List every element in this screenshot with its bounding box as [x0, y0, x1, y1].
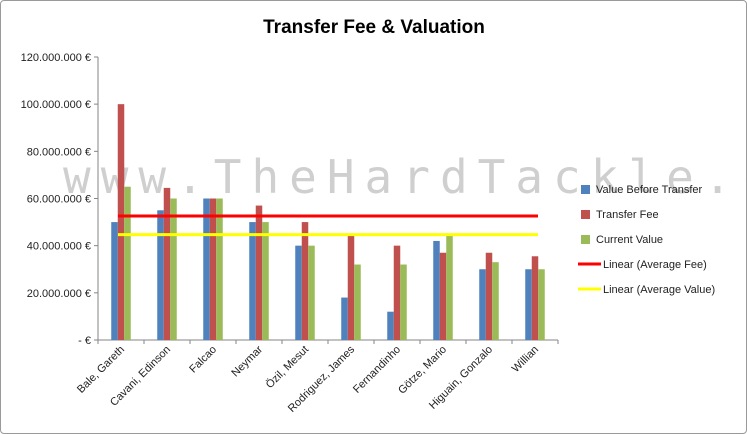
legend-swatch — [581, 235, 590, 244]
bar — [531, 256, 539, 340]
bar — [538, 269, 545, 340]
reference-lines-group — [118, 214, 538, 237]
bar — [354, 264, 361, 340]
legend-swatch — [581, 185, 590, 194]
y-tick-label: 120.000.000 € — [21, 52, 91, 64]
bar — [295, 245, 302, 340]
bar — [347, 233, 355, 340]
bar — [400, 264, 407, 340]
chart-title: Transfer Fee & Valuation — [263, 17, 485, 38]
bar — [209, 198, 217, 340]
bar — [479, 269, 486, 340]
bar — [301, 222, 309, 340]
y-axis-ticks: - € 20.000.000 € 40.000.000 € 60.000.000 € 8… — [21, 52, 98, 347]
y-tick-label: 80.000.000 € — [27, 146, 91, 158]
category-label: Özil, Mesut — [264, 344, 311, 391]
bar — [492, 262, 499, 340]
bar — [170, 198, 177, 340]
y-tick-label: 60.000.000 € — [27, 194, 91, 206]
bar — [124, 186, 131, 340]
bar — [249, 222, 256, 340]
bar — [393, 245, 401, 340]
bar — [308, 245, 315, 340]
bar — [216, 198, 223, 340]
bar — [485, 252, 493, 340]
bar — [433, 240, 440, 340]
bar-series-group — [111, 104, 545, 341]
category-label: Willian — [510, 344, 541, 375]
y-tick-label: 40.000.000 € — [27, 241, 91, 253]
legend-swatch — [581, 210, 590, 219]
bar — [111, 222, 118, 340]
legend-label: Current Value — [596, 234, 663, 246]
legend: Value Before Transfer Transfer Fee Current… — [578, 184, 715, 296]
watermark-text: www.TheHardTackle.com — [63, 150, 746, 204]
bar — [203, 198, 210, 340]
bar — [341, 297, 348, 340]
category-label: Neymar — [229, 343, 265, 379]
legend-label: Linear (Average Fee) — [603, 259, 707, 271]
legend-label: Transfer Fee — [596, 209, 659, 221]
legend-label: Linear (Average Value) — [603, 284, 715, 296]
bar — [163, 187, 171, 340]
bar — [255, 205, 263, 340]
category-label: Falcao — [187, 344, 219, 376]
bar — [439, 252, 447, 340]
bar — [387, 311, 394, 340]
bar — [157, 210, 164, 340]
bar — [262, 222, 269, 340]
legend-label: Value Before Transfer — [596, 184, 703, 196]
bar — [446, 233, 453, 340]
y-tick-label: - € — [78, 335, 91, 347]
y-tick-label: 20.000.000 € — [27, 288, 91, 300]
y-tick-label: 100.000.000 € — [21, 99, 91, 111]
bar — [117, 104, 125, 341]
bar — [525, 269, 532, 340]
